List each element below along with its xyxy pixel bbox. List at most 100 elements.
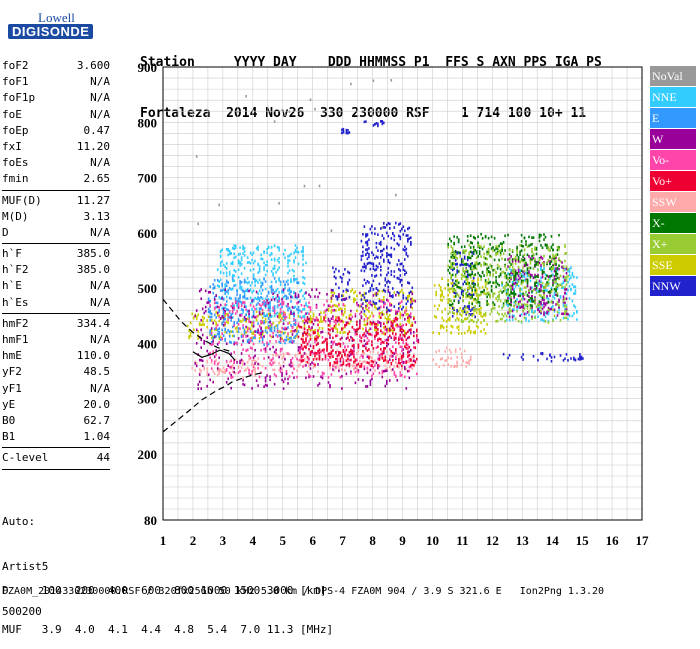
echo-point (314, 107, 316, 111)
echo-point (335, 351, 337, 354)
echo-point (252, 268, 255, 271)
echo-point (468, 273, 470, 277)
echo-point (252, 365, 255, 369)
echo-point (564, 245, 566, 248)
param-value: 44 (96, 451, 110, 465)
echo-point (511, 309, 514, 313)
echo-point (405, 332, 408, 335)
echo-point (278, 362, 280, 365)
echo-point (395, 349, 397, 353)
echo-point (224, 328, 226, 331)
echo-point (267, 312, 270, 316)
echo-point (544, 302, 547, 305)
echo-point (245, 368, 247, 371)
echo-point (249, 288, 252, 291)
echo-point (222, 317, 225, 321)
echo-point (362, 352, 364, 356)
echo-point (517, 306, 520, 309)
echo-point (552, 283, 554, 287)
echo-point (279, 334, 282, 337)
echo-point (471, 294, 473, 297)
echo-point (451, 256, 454, 260)
echo-point (380, 243, 382, 246)
echo-point (308, 362, 310, 365)
echo-point (447, 356, 449, 360)
echo-point (468, 287, 470, 290)
echo-point (531, 258, 533, 261)
echo-point (405, 343, 408, 346)
echo-point (495, 244, 497, 248)
echo-point (402, 338, 405, 342)
echo-point (318, 334, 321, 338)
echo-point (468, 314, 470, 317)
echo-point (306, 329, 309, 332)
echo-point (520, 293, 523, 296)
echo-point (255, 315, 258, 318)
echo-point (317, 370, 319, 373)
echo-point (342, 349, 345, 352)
echo-point (221, 297, 223, 300)
echo-point (344, 298, 346, 301)
echo-point (463, 331, 466, 335)
echo-point (522, 255, 524, 258)
echo-point (377, 307, 379, 311)
echo-point (553, 269, 556, 273)
echo-point (522, 274, 524, 278)
echo-point (439, 298, 442, 302)
echo-point (237, 276, 240, 279)
echo-point (404, 345, 406, 348)
echo-point (383, 296, 385, 299)
echo-point (300, 310, 303, 314)
legend-e: E (650, 108, 696, 128)
echo-point (549, 248, 551, 252)
echo-point (377, 124, 379, 128)
echo-point (510, 286, 512, 290)
echo-point (514, 262, 517, 265)
echo-point (249, 373, 252, 377)
echo-point (294, 321, 297, 325)
echo-point (356, 358, 358, 362)
echo-point (339, 307, 342, 310)
echo-point (556, 272, 559, 276)
echo-point (333, 270, 336, 274)
echo-point (363, 296, 366, 299)
echo-point (438, 284, 440, 287)
echo-point (369, 383, 372, 386)
x-tick-labels: 1 2 3 4 5 6 7 8 9 10 11 12 13 14 15 16 17 (160, 533, 649, 548)
echo-point (294, 295, 297, 298)
echo-point (315, 352, 318, 355)
echo-point (457, 270, 460, 273)
echo-point (505, 314, 508, 318)
echo-point (468, 320, 470, 324)
echo-point (276, 268, 279, 272)
echo-point (239, 264, 241, 267)
echo-point (227, 292, 229, 295)
echo-point (520, 269, 523, 273)
echo-point (555, 260, 557, 263)
echo-point (516, 272, 518, 275)
echo-point (526, 300, 529, 304)
param-label: yF1 (2, 381, 22, 395)
echo-point (230, 316, 232, 319)
echo-point (231, 287, 234, 290)
x-tick-15: 15 (576, 533, 590, 548)
echo-point (317, 384, 319, 387)
echo-point (413, 299, 415, 302)
echo-point (402, 294, 405, 297)
echo-point (224, 303, 226, 306)
echo-point (389, 253, 391, 257)
echo-point (206, 336, 208, 339)
echo-point (389, 294, 391, 297)
echo-point (236, 342, 238, 345)
echo-point (290, 340, 292, 344)
echo-point (523, 297, 526, 301)
echo-point (293, 274, 295, 278)
ionospheric-parameters-panel: foF2 3.600 foF1 N/A foF1p N/A foE N/A foEp 0.47 fx… (2, 58, 110, 472)
echo-point (499, 253, 502, 257)
echo-point (366, 243, 369, 246)
echo-point (209, 356, 211, 360)
echo-point (332, 355, 334, 358)
echo-point (317, 357, 319, 361)
echo-point (302, 338, 304, 341)
echo-point (553, 259, 556, 262)
